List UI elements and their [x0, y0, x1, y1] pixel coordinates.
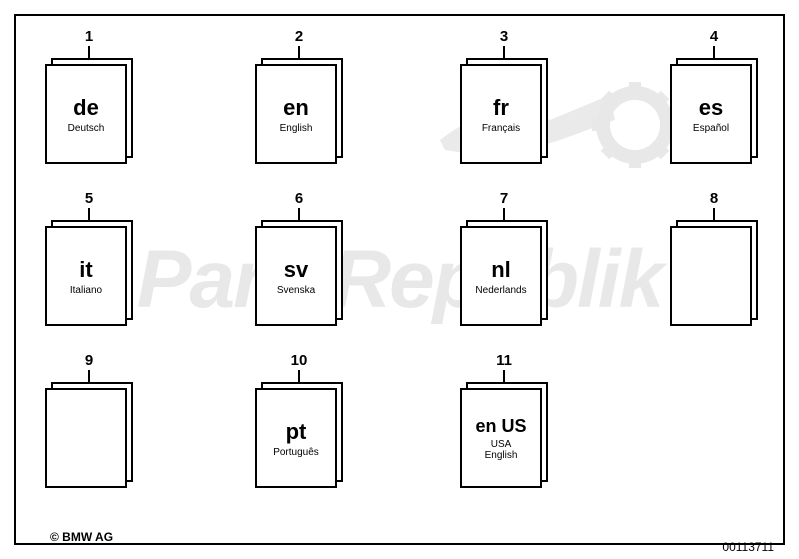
language-code: es	[699, 95, 723, 121]
language-code: it	[79, 257, 92, 283]
item-number: 7	[500, 190, 508, 207]
item-number: 10	[291, 352, 308, 369]
language-code: sv	[284, 257, 308, 283]
connector-line	[298, 46, 300, 58]
card-front: sv Svenska	[255, 226, 337, 326]
item-number: 5	[85, 190, 93, 207]
connector-line	[88, 208, 90, 220]
item-number: 4	[710, 28, 718, 45]
card-front: pt Português	[255, 388, 337, 488]
language-code: en US	[475, 416, 526, 437]
language-name: Italiano	[70, 285, 102, 296]
language-name: USA	[491, 439, 512, 450]
card-front: en US USAEnglish	[460, 388, 542, 488]
language-code: nl	[491, 257, 511, 283]
language-name: Nederlands	[475, 285, 526, 296]
language-name: Português	[273, 447, 319, 458]
language-name: English	[280, 123, 313, 134]
card-front	[670, 226, 752, 326]
card-front: nl Nederlands	[460, 226, 542, 326]
card-front: en English	[255, 64, 337, 164]
language-code: pt	[286, 419, 307, 445]
language-name: Deutsch	[68, 123, 105, 134]
image-number: 00113711	[722, 540, 774, 554]
connector-line	[298, 370, 300, 382]
item-number: 11	[496, 352, 512, 369]
language-code: de	[73, 95, 99, 121]
card-front	[45, 388, 127, 488]
connector-line	[88, 46, 90, 58]
item-number: 3	[500, 28, 508, 45]
card-front: it Italiano	[45, 226, 127, 326]
card-front: es Español	[670, 64, 752, 164]
item-number: 1	[85, 28, 93, 45]
connector-line	[503, 370, 505, 382]
language-code: en	[283, 95, 309, 121]
item-number: 9	[85, 352, 93, 369]
card-front: de Deutsch	[45, 64, 127, 164]
language-name-2: English	[485, 450, 518, 461]
connector-line	[503, 208, 505, 220]
language-name: Svenska	[277, 285, 315, 296]
connector-line	[503, 46, 505, 58]
connector-line	[713, 46, 715, 58]
card-front: fr Français	[460, 64, 542, 164]
connector-line	[88, 370, 90, 382]
language-name: Español	[693, 123, 729, 134]
item-number: 2	[295, 28, 303, 45]
language-name: Français	[482, 123, 520, 134]
item-number: 8	[710, 190, 718, 207]
item-number: 6	[295, 190, 303, 207]
connector-line	[713, 208, 715, 220]
language-code: fr	[493, 95, 509, 121]
copyright-text: © BMW AG	[50, 530, 113, 544]
connector-line	[298, 208, 300, 220]
